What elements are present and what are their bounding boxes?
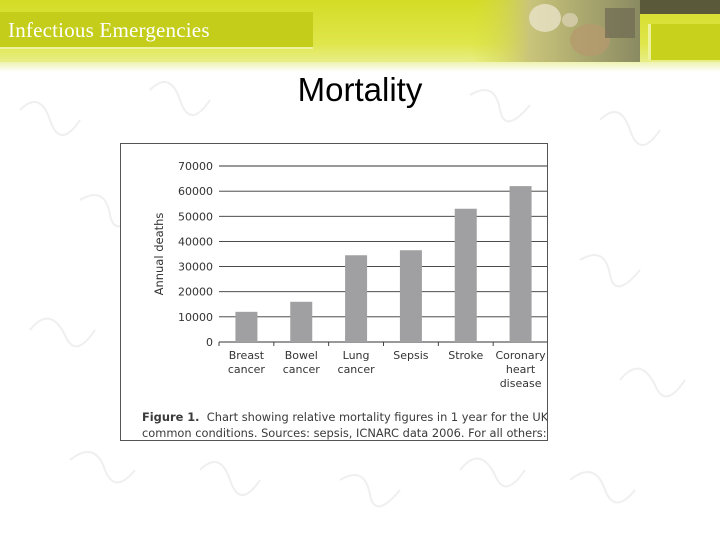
x-tick-label: cancer xyxy=(283,363,321,376)
slide-heading: Mortality xyxy=(297,71,423,108)
x-tick-label: Lung xyxy=(343,349,370,362)
y-tick-label: 20000 xyxy=(178,286,213,299)
header-photo-image xyxy=(470,0,640,62)
x-tick-label: disease xyxy=(500,377,542,390)
bar xyxy=(509,186,532,342)
header-title: Infectious Emergencies xyxy=(8,18,210,42)
mortality-bar-chart: 0 10000 20000 30000 40000 50000 60000 70000 Annu… xyxy=(152,160,547,390)
bar xyxy=(399,250,422,342)
y-tick-label: 10000 xyxy=(178,311,213,324)
header-corner-dark xyxy=(640,0,720,14)
caption-line-1: Figure 1. Chart showing relative mortali… xyxy=(142,409,548,425)
figure-frame: 0 10000 20000 30000 40000 50000 60000 70000 Annu… xyxy=(120,143,548,441)
x-tick-label: Bowel xyxy=(285,349,318,362)
y-tick-label: 40000 xyxy=(178,235,213,248)
header-title-box xyxy=(0,12,313,49)
bar xyxy=(454,208,477,342)
x-tick-label: Breast xyxy=(229,349,265,362)
y-axis-label: Annual deaths xyxy=(152,213,166,296)
caption-line-2: common conditions. Sources: sepsis, ICNA… xyxy=(142,426,548,440)
caption-text-1: Chart showing relative mortality figures… xyxy=(206,410,548,424)
x-tick-label: cancer xyxy=(338,363,376,376)
x-tick-label: cancer xyxy=(228,363,266,376)
header-right-box xyxy=(648,24,720,60)
x-tick-label: Coronary xyxy=(495,349,546,362)
caption-label: Figure 1. xyxy=(142,410,200,424)
x-tick-label: Sepsis xyxy=(393,349,429,362)
y-tick-label: 50000 xyxy=(178,210,213,223)
bar xyxy=(290,301,313,342)
y-tick-label: 30000 xyxy=(178,261,213,274)
figure-caption: Figure 1. Chart showing relative mortali… xyxy=(142,409,548,440)
bar xyxy=(235,311,258,342)
x-tick-label: Stroke xyxy=(448,349,483,362)
x-tick-label: heart xyxy=(506,363,536,376)
header-band-fade xyxy=(0,62,720,72)
y-tick-label: 70000 xyxy=(178,160,213,173)
y-tick-label: 60000 xyxy=(178,185,213,198)
y-tick-label: 0 xyxy=(206,336,213,349)
bar xyxy=(345,255,368,342)
